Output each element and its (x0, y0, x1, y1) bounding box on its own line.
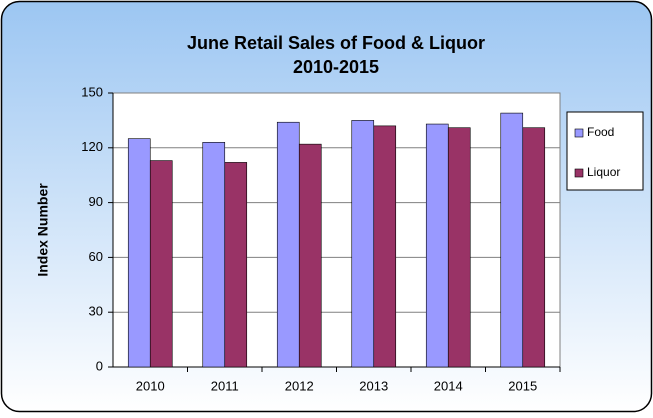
y-tick-label: 90 (89, 194, 103, 209)
legend-swatch (574, 168, 584, 178)
x-tick-label: 2014 (434, 378, 463, 393)
bar (425, 123, 449, 368)
legend-swatch (574, 128, 584, 138)
y-axis-label: Index Number (35, 183, 51, 277)
y-tick-label: 60 (89, 249, 103, 264)
bar (202, 142, 226, 368)
bar (224, 162, 248, 368)
y-tick-label: 30 (89, 304, 103, 319)
legend-label: Food (587, 125, 614, 139)
x-tick-label: 2015 (508, 378, 537, 393)
y-tick-label: 0 (96, 358, 103, 373)
bar (522, 127, 546, 368)
bar (149, 160, 173, 368)
x-tick-label: 2010 (136, 378, 165, 393)
bar (373, 125, 397, 368)
x-tick-label: 2013 (359, 378, 388, 393)
bar (298, 143, 322, 368)
bar (276, 121, 300, 368)
legend-label: Liquor (587, 165, 620, 179)
chart-subtitle: 2010-2015 (293, 57, 379, 77)
bar (127, 138, 151, 368)
x-tick-label: 2012 (285, 378, 314, 393)
bar (447, 127, 471, 368)
bar (351, 120, 375, 368)
plot-area (112, 92, 561, 368)
chart-title: June Retail Sales of Food & Liquor (187, 33, 485, 53)
y-tick-label: 120 (81, 139, 103, 154)
bar (500, 112, 524, 368)
y-tick-label: 150 (81, 84, 103, 99)
x-tick-label: 2011 (211, 378, 239, 393)
